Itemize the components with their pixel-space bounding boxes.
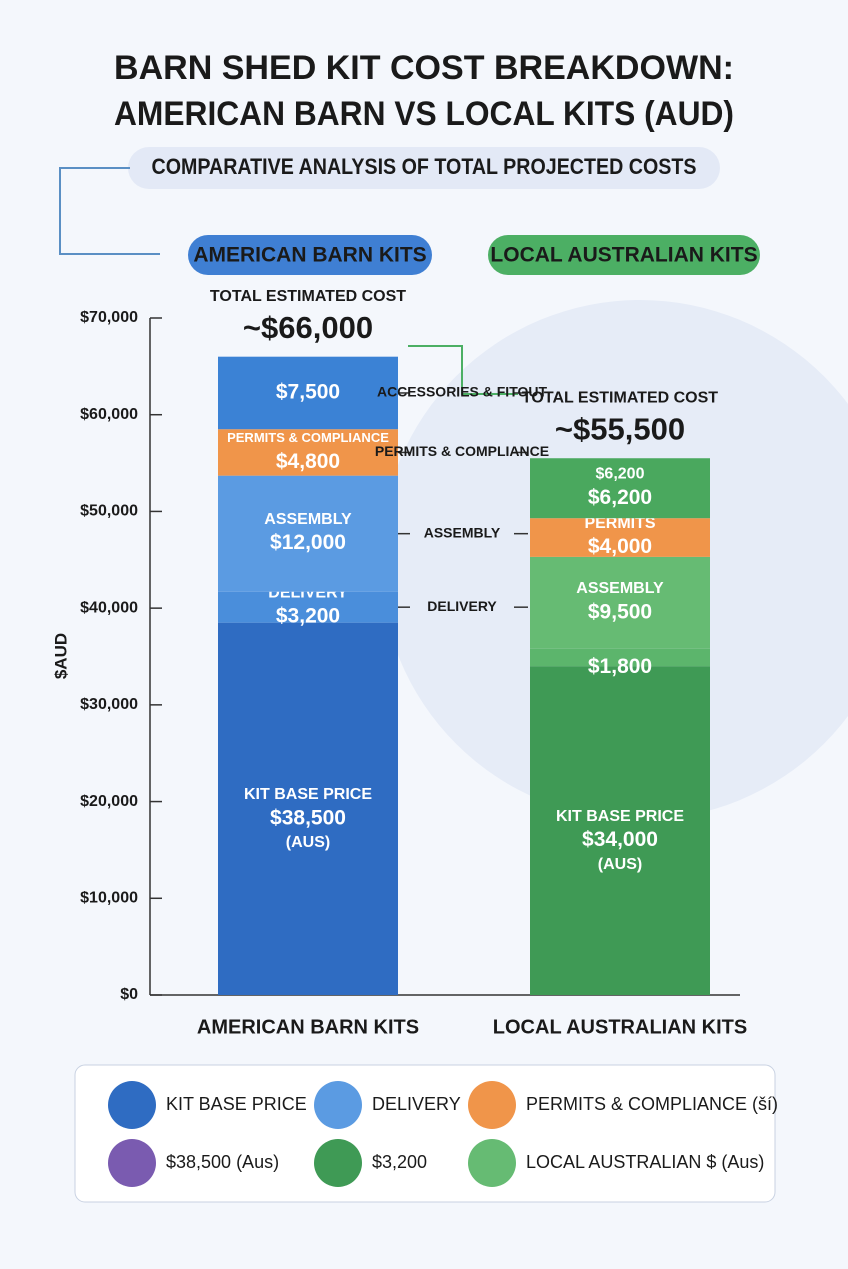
bar-segment [530, 518, 710, 557]
bar-segment [218, 356, 398, 430]
bar-segment [218, 622, 398, 995]
y-tick-label: $20,000 [80, 793, 138, 810]
y-tick-label: $40,000 [80, 599, 138, 616]
value-label: $38,500 [270, 806, 346, 829]
legend-swatch [468, 1081, 516, 1129]
bar-segment [530, 666, 710, 995]
legend-label: PERMITS & COMPLIANCE (ší) [526, 1094, 778, 1114]
header: LOCAL AUSTRALIAN KITS [490, 244, 757, 267]
value-label: $4,800 [276, 450, 340, 473]
y-tick-label: $50,000 [80, 503, 138, 520]
series-name: ACCESSORIES & FITOUT [377, 384, 548, 400]
segment-title: KIT BASE PRICE [244, 786, 372, 803]
legend-swatch [108, 1081, 156, 1129]
legend-box [74, 1064, 776, 1203]
segment-title: KIT BASE PRICE [556, 808, 684, 825]
segment-note: (AUS) [598, 856, 642, 873]
title: AMERICAN BARN VS LOCAL KITS (AUD) [114, 95, 734, 133]
segment-title: ASSEMBLY [264, 511, 352, 528]
series-name: PERMITS & COMPLIANCE [375, 443, 549, 459]
value-label: $7,500 [276, 381, 340, 404]
connector [408, 345, 518, 395]
total-value: ~$55,500 [555, 411, 685, 446]
value-label: $12,000 [270, 531, 346, 554]
series-name: DELIVERY [427, 598, 497, 614]
bar-segment [530, 648, 710, 667]
legend-label: $38,500 (Aus) [166, 1152, 279, 1172]
bar-segment [218, 591, 398, 623]
legend-swatch [314, 1081, 362, 1129]
x-tick-label: AMERICAN BARN KITS [197, 1016, 419, 1038]
value-label: $1,800 [588, 655, 652, 678]
y-tick-label: $0 [120, 986, 138, 1003]
header: AMERICAN BARN KITS [193, 244, 426, 267]
value-label: $3,200 [276, 605, 340, 628]
bar-segment [530, 458, 710, 519]
title: BARN SHED KIT COST BREAKDOWN: [114, 49, 734, 87]
segment-title: $6,200 [596, 465, 645, 482]
total-title: TOTAL ESTIMATED COST [522, 389, 718, 406]
connector [59, 167, 160, 255]
bar-segment [530, 556, 710, 649]
header-pill [488, 235, 760, 275]
bar-segment [218, 475, 398, 592]
value-label: $6,200 [588, 486, 652, 509]
value-label: $9,500 [588, 600, 652, 623]
subtitle-pill [128, 147, 720, 189]
total-title: TOTAL ESTIMATED COST [210, 288, 406, 305]
legend-swatch [468, 1139, 516, 1187]
y-axis-label: $AUD [51, 633, 70, 679]
segment-title: PERMITS [584, 515, 655, 532]
segment-note: (AUS) [286, 834, 330, 851]
bar-segment [218, 429, 398, 476]
legend-label: $3,200 [372, 1152, 427, 1172]
y-tick-label: $30,000 [80, 696, 138, 713]
value-label: $34,000 [582, 828, 658, 851]
series-name: ASSEMBLY [424, 524, 501, 540]
subtitle: COMPARATIVE ANALYSIS OF TOTAL PROJECTED … [152, 154, 697, 179]
y-tick-label: $70,000 [80, 309, 138, 326]
segment-title: PERMITS & COMPLIANCE [227, 430, 389, 445]
value-label: $4,000 [588, 535, 652, 558]
segment-title: ASSEMBLY [576, 580, 664, 597]
legend-swatch [314, 1139, 362, 1187]
y-tick-label: $60,000 [80, 406, 138, 423]
legend-label: LOCAL AUSTRALIAN $ (Aus) [526, 1152, 764, 1172]
legend-label: DELIVERY [372, 1094, 461, 1114]
total-value: ~$66,000 [243, 310, 373, 345]
y-tick-label: $10,000 [80, 890, 138, 907]
x-tick-label: LOCAL AUSTRALIAN KITS [493, 1016, 747, 1038]
header-pill [188, 235, 432, 275]
legend-swatch [108, 1139, 156, 1187]
legend-label: KIT BASE PRICE [166, 1094, 307, 1114]
